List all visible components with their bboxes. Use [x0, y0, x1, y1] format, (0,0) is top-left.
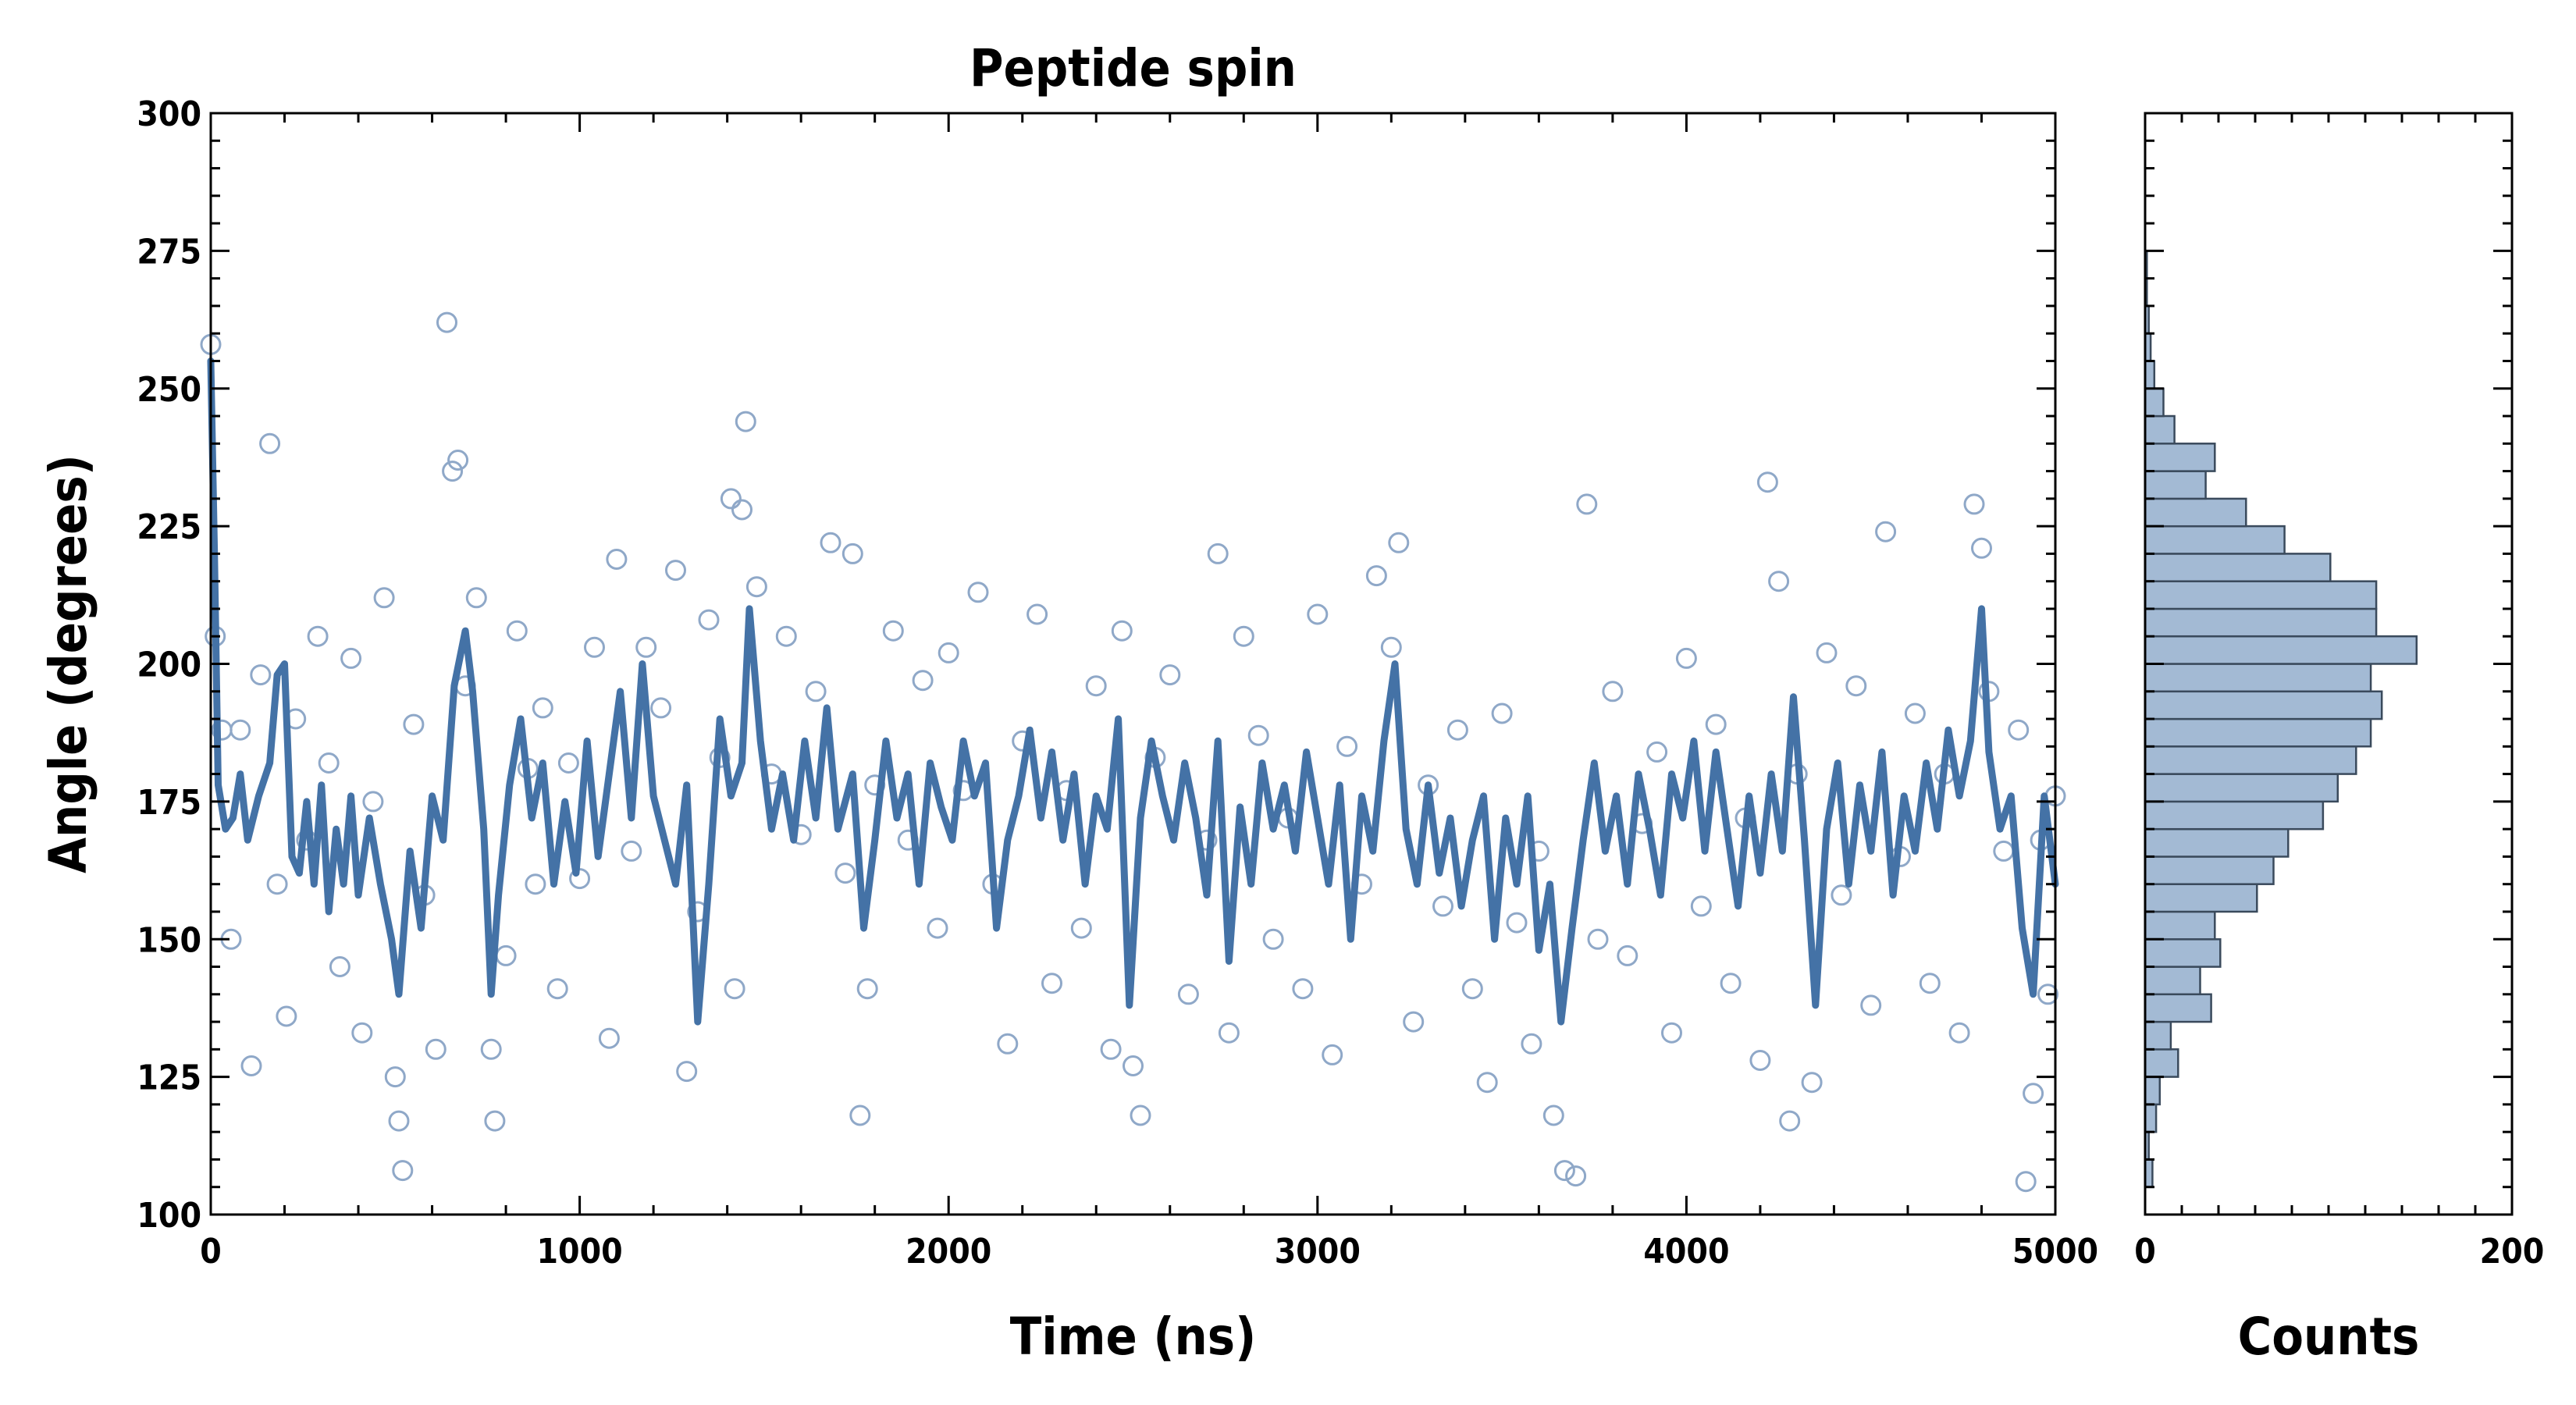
hist-x-tick-label: 0: [2134, 1232, 2156, 1272]
y-tick-label: 200: [137, 646, 201, 685]
histogram-bar: [2145, 443, 2215, 471]
histogram-bar: [2145, 499, 2246, 526]
histogram-bar: [2145, 802, 2323, 829]
histogram-bar: [2145, 416, 2175, 443]
histogram-bar: [2145, 774, 2338, 802]
y-tick-label: 250: [137, 370, 201, 410]
histogram-bar: [2145, 719, 2371, 746]
chart-title: Peptide spin: [970, 38, 1297, 98]
histogram-bar: [2145, 361, 2154, 389]
histogram-bar: [2145, 1077, 2160, 1104]
x-tick-label: 5000: [2012, 1232, 2098, 1272]
hist-x-tick-label: 200: [2480, 1232, 2545, 1272]
histogram-bar: [2145, 553, 2330, 581]
histogram-bar: [2145, 692, 2382, 719]
histogram-bar: [2145, 884, 2257, 912]
x-tick-label: 0: [200, 1232, 222, 1272]
histogram-bar: [2145, 471, 2206, 499]
x-tick-label: 1000: [537, 1232, 623, 1272]
histogram-bar: [2145, 1049, 2178, 1076]
histogram-bar: [2145, 829, 2288, 856]
histogram-bar: [2145, 939, 2220, 966]
histogram-bar: [2145, 994, 2211, 1022]
histogram-bar: [2145, 1022, 2171, 1049]
x-tick-label: 3000: [1275, 1232, 1361, 1272]
histogram-bar: [2145, 856, 2274, 884]
y-tick-label: 125: [137, 1058, 201, 1098]
histogram-bar: [2145, 582, 2376, 609]
histogram-bar: [2145, 912, 2215, 939]
histogram-bar: [2145, 609, 2376, 636]
x-tick-label: 2000: [906, 1232, 991, 1272]
histogram-bar: [2145, 664, 2371, 692]
histogram-bar: [2145, 1104, 2156, 1132]
y-axis-label: Angle (degrees): [38, 454, 98, 873]
x-tick-label: 4000: [1643, 1232, 1729, 1272]
histogram-bar: [2145, 636, 2417, 663]
y-tick-label: 100: [137, 1196, 201, 1236]
y-tick-label: 275: [137, 232, 201, 272]
y-tick-label: 175: [137, 783, 201, 823]
y-tick-label: 300: [137, 94, 201, 134]
x-axis-label: Time (ns): [1010, 1307, 1257, 1367]
histogram-x-axis-label: Counts: [2238, 1307, 2420, 1367]
histogram-bar: [2145, 526, 2285, 553]
histogram-bar: [2145, 389, 2164, 416]
y-tick-label: 150: [137, 920, 201, 960]
chart-canvas: 0 1000 2000 3000 4000 50001001251501752002252…: [0, 0, 2576, 1405]
histogram-bar: [2145, 746, 2356, 774]
y-tick-label: 225: [137, 507, 201, 547]
histogram-bar: [2145, 967, 2201, 994]
